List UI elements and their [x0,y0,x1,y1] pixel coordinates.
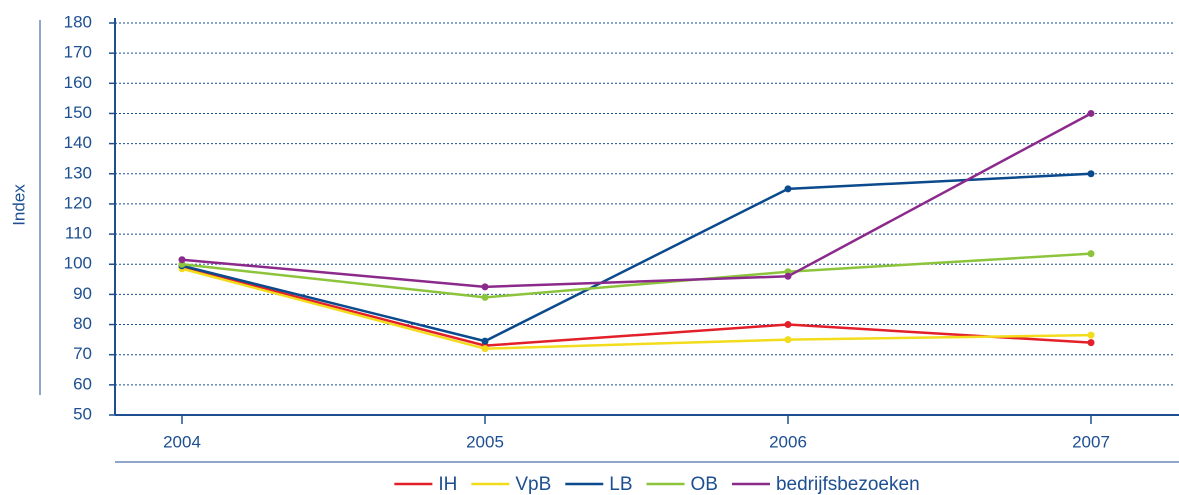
data-point [481,345,489,353]
data-point [1087,339,1095,347]
x-tick-label: 2004 [163,432,201,451]
y-tick-label: 140 [64,133,92,152]
data-point [1087,250,1095,258]
series-line [181,252,1092,299]
legend: IH VpB LB OB bedrijfsbezoeken [394,474,920,495]
legend-label: OB [691,474,718,495]
series-line [181,112,1092,289]
series-line [181,172,1092,343]
y-axis-label: Index [9,184,28,226]
data-point [481,293,489,301]
series-line [181,266,1092,347]
data-point [784,336,792,344]
y-tick-label: 50 [73,404,92,423]
x-tick-label: 2007 [1072,432,1110,451]
y-tick-label: 130 [64,163,92,182]
y-tick-label: 100 [64,254,92,273]
legend-label: LB [609,474,632,495]
data-point [784,185,792,193]
y-tick-label: 120 [64,193,92,212]
data-point [1087,109,1095,117]
y-tick-label: 160 [64,73,92,92]
y-tick-label: 110 [65,224,92,243]
series-line [181,267,1092,350]
y-tick-label: 170 [64,43,92,62]
y-tick-label: 90 [73,284,92,303]
data-point [178,256,186,264]
y-tick-label: 70 [73,344,92,363]
legend-label: bedrijfsbezoeken [776,474,920,495]
data-point [481,283,489,291]
y-tick-label: 60 [73,374,92,393]
y-tick-label: 180 [64,12,92,31]
x-tick-label: 2006 [769,432,807,451]
legend-label: IH [438,474,457,495]
data-point [784,272,792,280]
y-tick-label: 150 [64,103,92,122]
data-point [1087,331,1095,339]
legend-label: VpB [515,474,551,495]
data-point [784,321,792,329]
x-tick-label: 2005 [466,432,504,451]
data-point [481,337,489,345]
y-tick-label: 80 [73,314,92,333]
data-point [1087,170,1095,178]
